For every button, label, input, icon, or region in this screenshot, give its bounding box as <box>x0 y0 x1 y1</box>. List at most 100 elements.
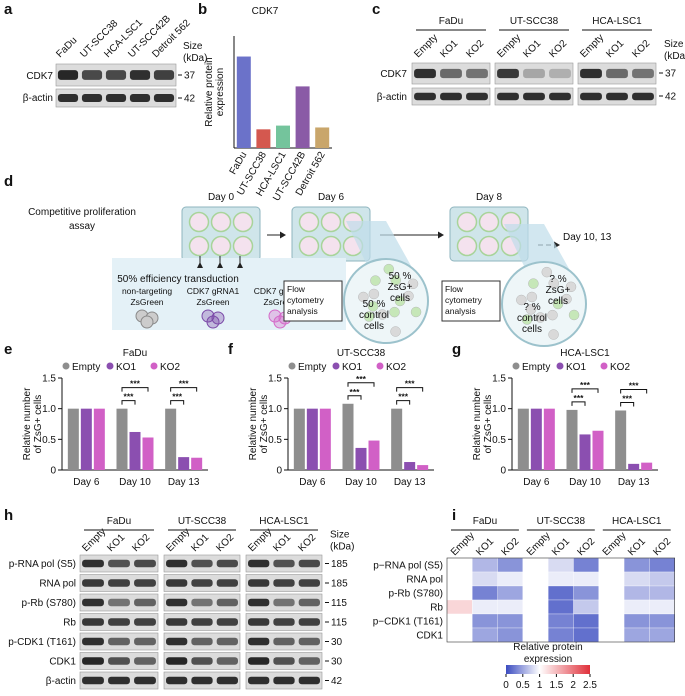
marker-label: ZsGreen <box>263 297 296 307</box>
significance-label: *** <box>356 374 367 384</box>
guide-label: non-targeting <box>122 286 172 296</box>
blot-band <box>216 618 238 626</box>
significance-bracket <box>571 401 586 406</box>
blot-band <box>105 70 127 80</box>
assay-label: Competitive proliferation <box>28 207 136 218</box>
y-axis-label: expression <box>215 68 226 116</box>
blot-band <box>108 618 130 626</box>
cell-dot <box>363 311 375 322</box>
heatmap-cell <box>472 585 498 601</box>
cell-dot <box>568 309 580 321</box>
legend-marker <box>332 362 340 370</box>
row-label: RNA pol <box>39 579 76 590</box>
blot-band <box>497 68 519 79</box>
blot-band <box>108 598 130 607</box>
blot-band <box>273 579 295 587</box>
blot-band <box>580 68 602 79</box>
bar <box>579 434 591 470</box>
lane-label: KO1 <box>438 38 460 60</box>
y-axis-label: Relative number <box>248 387 259 460</box>
cell-dot <box>370 275 381 286</box>
y-axis-label: Relative protein <box>204 57 215 126</box>
circle-label: ? % <box>523 302 540 313</box>
heatmap-cell <box>497 557 524 573</box>
size-header: (kDa) <box>183 53 207 64</box>
transduction-label: 50% efficiency transduction <box>117 274 239 285</box>
well <box>188 235 210 257</box>
well <box>320 235 342 257</box>
blot-band <box>466 68 488 79</box>
arrow-head <box>438 231 444 239</box>
y-tick-label: 1.0 <box>268 404 282 415</box>
significance-bracket <box>170 387 198 392</box>
bar <box>319 408 331 470</box>
row-label: p−CDK1 (T161) <box>373 617 443 628</box>
heatmap-cell <box>446 599 473 615</box>
significance-bracket <box>170 400 185 405</box>
well <box>478 211 500 233</box>
lane-label: KO2 <box>630 38 652 60</box>
y-tick-label: 0.5 <box>492 435 506 446</box>
significance-label: *** <box>405 379 416 389</box>
blot-band <box>248 598 270 607</box>
heatmap-cell <box>548 599 574 615</box>
row-label: Rb <box>430 603 443 614</box>
heatmap-frame <box>446 557 675 643</box>
legend-marker <box>62 362 70 370</box>
significance-label: *** <box>629 381 640 391</box>
blot-band <box>166 637 188 646</box>
colorbar-tick-label: 1 <box>537 680 543 691</box>
row-label: β-actin <box>377 92 407 103</box>
chart-title: FaDu <box>123 348 147 359</box>
cell-dot <box>407 278 419 290</box>
blot-band <box>82 676 104 685</box>
row-label: RNA pol <box>406 575 443 586</box>
blot-band <box>523 92 545 101</box>
circle-label: cells <box>390 293 410 304</box>
bar <box>391 408 403 470</box>
legend-marker <box>556 362 564 370</box>
cell-circle <box>343 258 429 344</box>
cell-dot <box>383 263 394 275</box>
blot-band <box>57 94 79 102</box>
panel-letter: i <box>452 507 456 524</box>
blot-band <box>248 657 270 665</box>
heatmap-cell <box>446 627 473 643</box>
chart-title: CDK7 <box>252 6 279 17</box>
flow-label: Flow <box>287 284 306 294</box>
size-header: Size <box>664 39 684 50</box>
size-label: 42 <box>665 92 677 103</box>
cell-dot <box>358 291 369 303</box>
bar <box>404 462 416 470</box>
panel-letter: g <box>452 341 461 358</box>
column-label: Empty <box>601 530 629 558</box>
blot-band <box>298 637 320 646</box>
blot-band <box>108 559 130 568</box>
significance-label: *** <box>574 393 585 403</box>
heatmap-cell <box>446 571 473 587</box>
legend-label: Empty <box>72 362 100 373</box>
legend-label: Empty <box>298 362 326 373</box>
heatmap-cell <box>573 557 599 573</box>
row-label: β-actin <box>46 676 76 687</box>
bar <box>129 431 141 470</box>
cell-dot <box>528 278 539 289</box>
y-tick-label: 1.5 <box>268 374 282 385</box>
legend-label: KO1 <box>116 362 136 373</box>
column-label: KO2 <box>575 536 597 558</box>
blot-band <box>632 68 654 79</box>
y-tick-label: 0 <box>500 466 506 477</box>
blot-band <box>108 657 130 665</box>
cell-dot <box>516 294 527 306</box>
group-label: UT-SCC38 <box>178 516 227 527</box>
y-tick-label: 0 <box>276 466 282 477</box>
blot-band <box>191 618 213 626</box>
blot-band <box>82 559 104 568</box>
size-label: 185 <box>331 559 348 570</box>
heatmap-cell <box>522 557 549 573</box>
blot-band <box>134 637 156 646</box>
heatmap-cell <box>649 571 675 587</box>
x-tick-label: Day 10 <box>345 477 377 488</box>
flow-label: cytometry <box>445 295 483 305</box>
